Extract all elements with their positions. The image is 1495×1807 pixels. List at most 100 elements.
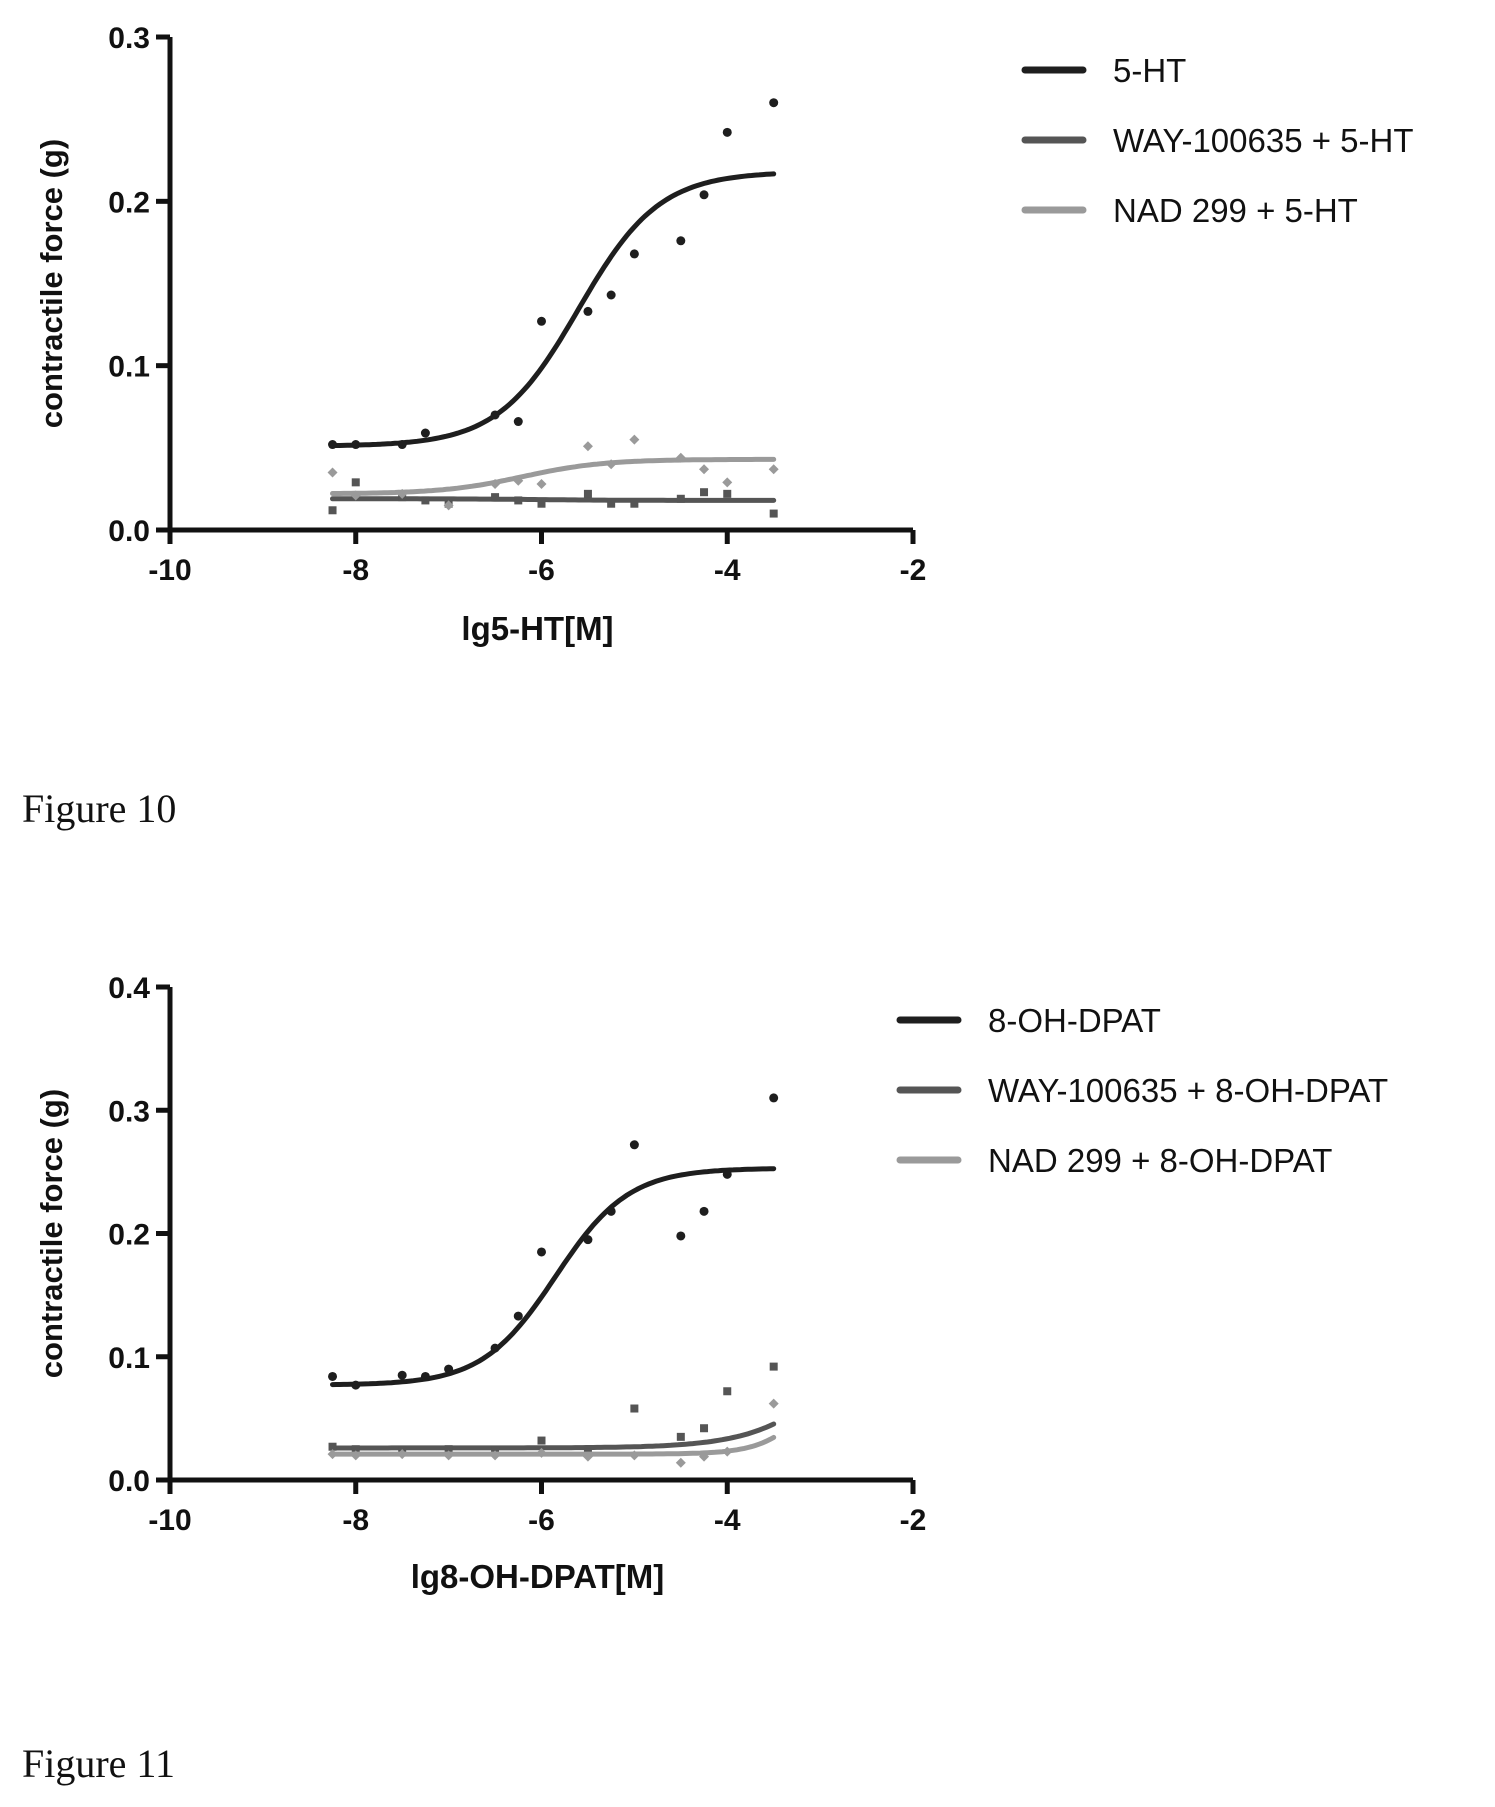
data-point bbox=[537, 499, 546, 508]
data-point bbox=[328, 1442, 337, 1451]
data-point bbox=[676, 494, 685, 503]
x-tick-label: -8 bbox=[342, 1504, 369, 1537]
data-point bbox=[606, 1206, 616, 1216]
data-point bbox=[675, 1457, 686, 1468]
data-point bbox=[443, 1450, 454, 1461]
data-point bbox=[490, 1343, 500, 1353]
data-point bbox=[700, 488, 709, 497]
data-point bbox=[676, 1231, 686, 1241]
data-point bbox=[490, 1450, 501, 1461]
y-tick-label: 0.1 bbox=[108, 351, 150, 384]
data-point bbox=[583, 489, 592, 498]
data-point bbox=[607, 499, 616, 508]
data-point bbox=[420, 428, 430, 438]
data-point bbox=[536, 1447, 547, 1458]
data-point bbox=[397, 1370, 407, 1380]
data-point bbox=[630, 499, 639, 508]
x-tick-label: -6 bbox=[528, 1504, 555, 1537]
data-point bbox=[723, 489, 732, 498]
data-point bbox=[606, 290, 616, 300]
data-point bbox=[444, 1364, 454, 1374]
data-point bbox=[397, 1449, 408, 1460]
data-point bbox=[769, 98, 779, 108]
chart-figure-11: 0.0 0.1 0.2 0.3 0.4 -10 -8 -6 -4 -2 contractile fo… bbox=[34, 972, 1388, 1595]
data-point bbox=[582, 441, 593, 452]
legend-label: WAY-100635 + 8-OH-DPAT bbox=[988, 1072, 1388, 1109]
data-point bbox=[443, 500, 454, 511]
x-axis-label: lg8-OH-DPAT[M] bbox=[411, 1558, 665, 1595]
data-point bbox=[629, 434, 640, 445]
data-point bbox=[769, 509, 778, 518]
data-point bbox=[351, 1445, 360, 1454]
figure-10-caption: Figure 10 bbox=[22, 786, 177, 831]
data-point bbox=[722, 1169, 732, 1179]
y-tick-label: 0.0 bbox=[108, 515, 150, 548]
legend-label: WAY-100635 + 5-HT bbox=[1113, 122, 1414, 159]
data-point bbox=[675, 452, 686, 463]
data-point bbox=[397, 488, 408, 499]
data-point bbox=[699, 1451, 710, 1462]
data-point bbox=[606, 459, 617, 470]
data-point bbox=[514, 496, 523, 505]
y-axis-label: contractile force (g) bbox=[34, 1089, 69, 1378]
data-point bbox=[583, 306, 593, 316]
data-point bbox=[327, 1449, 338, 1460]
x-tick-label: -10 bbox=[148, 1504, 191, 1537]
y-tick-label: 0.4 bbox=[108, 972, 150, 1005]
data-point bbox=[699, 464, 710, 475]
data-point bbox=[490, 478, 501, 489]
data-point bbox=[328, 440, 338, 450]
data-point bbox=[583, 1235, 593, 1245]
data-point bbox=[629, 1450, 640, 1461]
data-point bbox=[328, 506, 337, 515]
data-point bbox=[676, 1432, 685, 1441]
data-point bbox=[513, 475, 524, 486]
data-point bbox=[491, 493, 500, 502]
data-point bbox=[699, 1206, 709, 1216]
chart-figure-10: 0.0 0.1 0.2 0.3 -10 -8 -6 -4 -2 contractile force… bbox=[34, 22, 1414, 647]
data-point bbox=[513, 1311, 523, 1321]
data-point bbox=[722, 127, 732, 137]
legend-label: NAD 299 + 5-HT bbox=[1113, 192, 1358, 229]
data-point bbox=[768, 464, 779, 475]
data-point bbox=[351, 440, 361, 450]
data-point bbox=[700, 1424, 709, 1433]
x-tick-label: -4 bbox=[714, 1504, 741, 1537]
y-tick-label: 0.0 bbox=[108, 1465, 150, 1498]
data-point bbox=[723, 1387, 732, 1396]
y-tick-label: 0.1 bbox=[108, 1342, 150, 1375]
x-axis-label: lg5-HT[M] bbox=[461, 610, 613, 647]
x-tick-label: -2 bbox=[900, 554, 927, 587]
y-tick-label: 0.3 bbox=[108, 22, 150, 55]
data-point bbox=[582, 1451, 593, 1462]
data-point bbox=[327, 467, 338, 478]
data-point bbox=[537, 1247, 546, 1257]
data-point bbox=[537, 1436, 546, 1445]
data-point bbox=[722, 477, 733, 488]
series-curve bbox=[330, 1166, 777, 1388]
data-point bbox=[629, 1140, 639, 1150]
y-tick-label: 0.2 bbox=[108, 186, 150, 219]
data-point bbox=[536, 478, 547, 489]
data-point bbox=[444, 1445, 453, 1454]
data-point bbox=[490, 410, 500, 420]
series-curve bbox=[330, 171, 777, 449]
legend-label: NAD 299 + 8-OH-DPAT bbox=[988, 1142, 1332, 1179]
data-point bbox=[630, 1404, 639, 1413]
data-point bbox=[350, 490, 361, 501]
y-tick-label: 0.3 bbox=[108, 1095, 150, 1128]
data-point bbox=[328, 1371, 338, 1381]
data-point bbox=[351, 478, 360, 487]
x-tick-label: -4 bbox=[714, 554, 741, 587]
x-tick-label: -6 bbox=[528, 554, 555, 587]
data-point bbox=[351, 1380, 361, 1390]
data-point bbox=[699, 190, 709, 200]
figure-11-caption: Figure 11 bbox=[22, 1741, 175, 1786]
data-point bbox=[629, 249, 639, 259]
data-point bbox=[722, 1446, 733, 1457]
y-axis-label: contractile force (g) bbox=[34, 139, 69, 428]
data-point bbox=[421, 496, 430, 505]
data-point bbox=[676, 236, 686, 246]
data-point bbox=[769, 1362, 778, 1371]
data-point bbox=[769, 1093, 779, 1103]
